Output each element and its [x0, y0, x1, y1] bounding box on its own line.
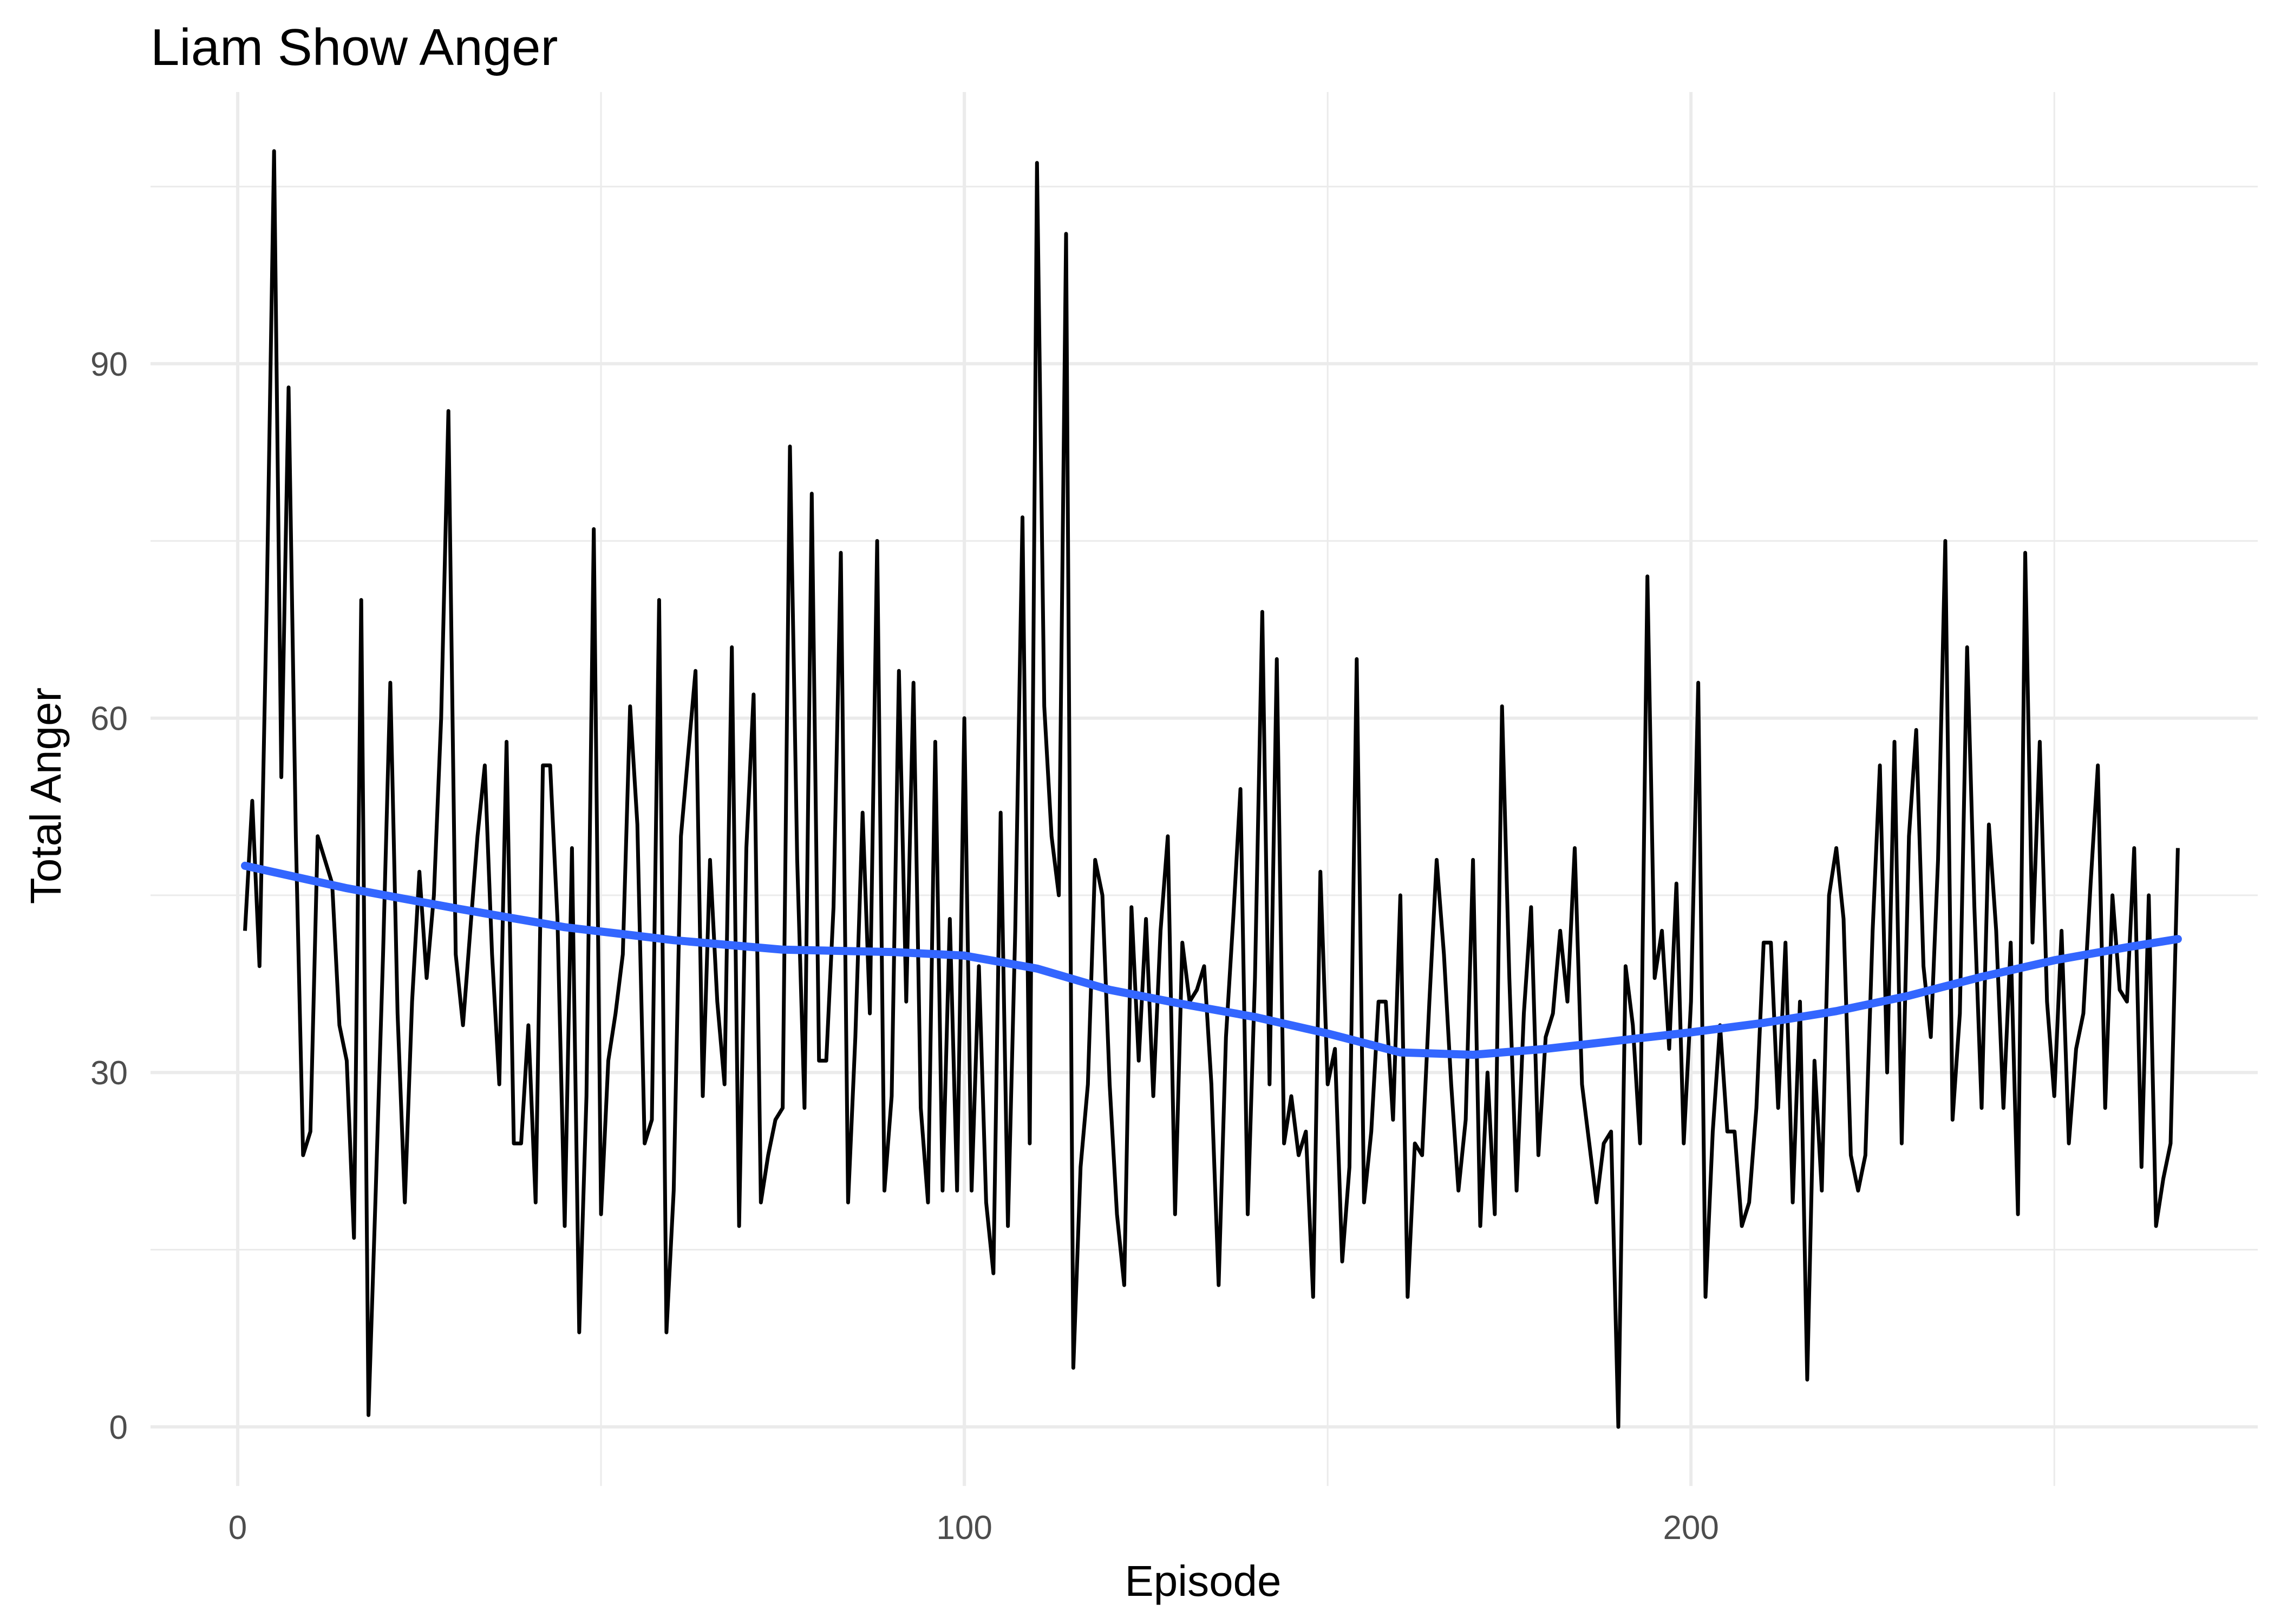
- y-tick-label: 60: [90, 700, 128, 738]
- x-tick-label: 0: [228, 1509, 247, 1547]
- y-axis-title: Total Anger: [22, 687, 70, 904]
- x-tick-label: 100: [936, 1509, 992, 1547]
- series-layer: [245, 151, 2178, 1427]
- y-tick-label: 90: [90, 346, 128, 383]
- y-axis-tick-labels: 0 30 60 90: [90, 346, 128, 1446]
- gridlines: [151, 92, 2258, 1486]
- y-tick-label: 0: [109, 1409, 128, 1446]
- chart-title: Liam Show Anger: [151, 18, 558, 76]
- x-axis-tick-labels: 0 100 200: [228, 1509, 1719, 1547]
- x-tick-label: 200: [1663, 1509, 1718, 1547]
- x-axis-title: Episode: [1125, 1557, 1281, 1605]
- total-anger-line: [245, 151, 2178, 1427]
- y-tick-label: 30: [90, 1055, 128, 1092]
